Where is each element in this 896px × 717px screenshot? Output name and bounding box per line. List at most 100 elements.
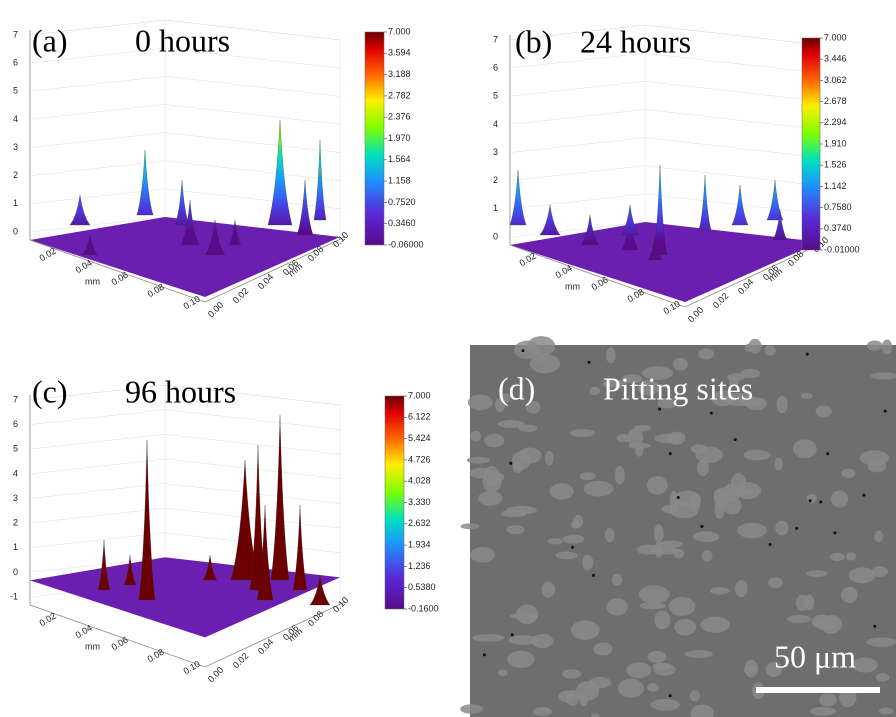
- dendrite: [806, 493, 817, 503]
- dendrite: [881, 339, 893, 355]
- dendrite: [875, 673, 890, 682]
- dendrite: [470, 430, 482, 442]
- pit: [482, 653, 486, 657]
- dendrite: [765, 661, 783, 678]
- dendrite: [562, 669, 582, 679]
- colorbar-label: 4.726: [408, 454, 431, 464]
- z-tick-label: 6: [13, 419, 18, 429]
- colorbar-label: 1.142: [824, 181, 847, 191]
- pit: [521, 349, 525, 353]
- dendrite: [460, 523, 480, 530]
- pit: [587, 360, 591, 364]
- x-tick-label: 0.06: [110, 270, 130, 287]
- dendrite: [549, 483, 574, 500]
- dendrite: [740, 368, 761, 379]
- colorbar: [364, 31, 385, 246]
- surface-peak: [270, 414, 290, 581]
- dendrite: [786, 615, 812, 623]
- pit: [808, 499, 812, 503]
- dendrite: [582, 554, 594, 571]
- dendrite: [602, 379, 628, 389]
- dendrite: [743, 449, 771, 461]
- dendrite: [589, 386, 601, 396]
- z-tick-label: 3: [493, 147, 498, 157]
- grid-line: [509, 24, 821, 46]
- dendrite: [764, 345, 776, 356]
- dendrite: [658, 540, 683, 548]
- dendrite: [646, 683, 659, 692]
- colorbar-label: 4.028: [408, 476, 431, 486]
- colorbar-label: 7.000: [388, 26, 411, 36]
- pit: [571, 545, 575, 549]
- x-tick-label: 0.10: [182, 294, 202, 311]
- pit: [668, 694, 672, 698]
- colorbar-label: 2.632: [408, 518, 431, 528]
- surface-peak: [204, 219, 226, 256]
- surface-peak: [267, 119, 293, 226]
- dendrite: [684, 650, 713, 659]
- z-tick-label: 2: [13, 170, 18, 180]
- z-tick-label: 5: [493, 91, 498, 101]
- dendrite: [725, 488, 755, 497]
- dendrite: [845, 552, 856, 561]
- grid-line: [509, 52, 821, 74]
- z-tick-label: 3: [13, 493, 18, 503]
- dendrite: [650, 698, 680, 711]
- x-axis-title: mm: [565, 281, 580, 291]
- dendrite: [774, 457, 784, 471]
- dendrite: [626, 662, 652, 679]
- y-tick-label: 0.08: [306, 609, 325, 628]
- dendrite: [579, 472, 596, 481]
- dendrite: [830, 490, 849, 508]
- colorbar-label: 6.122: [408, 412, 431, 422]
- dendrite: [616, 434, 631, 443]
- z-tick-label: 0: [493, 231, 498, 241]
- panel-label: (d): [498, 370, 535, 406]
- surface-peak: [256, 504, 274, 601]
- panel-label: (b): [515, 23, 552, 59]
- surface-peak: [97, 539, 111, 591]
- y-tick-label: 0.00: [206, 665, 225, 684]
- dendrite: [621, 373, 643, 384]
- dendrite: [525, 400, 541, 414]
- dendrite: [638, 585, 670, 604]
- z-tick-label: 6: [13, 58, 18, 68]
- dendrite: [570, 620, 600, 640]
- scale-label: 50 μm: [774, 638, 856, 674]
- dendrite: [460, 704, 484, 714]
- dendrite: [661, 504, 679, 514]
- dendrite: [674, 618, 697, 636]
- dendrite: [697, 459, 709, 477]
- surface-peak: [69, 194, 91, 226]
- z-tick-label: 6: [493, 63, 498, 73]
- panel-label: (c): [32, 373, 68, 409]
- grid-line: [29, 104, 341, 125]
- pit: [658, 407, 662, 411]
- dendrite: [695, 446, 723, 464]
- z-tick-label: 4: [13, 468, 18, 478]
- surface-peak: [202, 554, 218, 581]
- dendrite: [700, 616, 731, 633]
- surface-peak: [731, 184, 749, 226]
- pit: [833, 531, 837, 535]
- colorbar-label: 2.376: [388, 112, 411, 122]
- grid-line: [509, 109, 821, 130]
- scale-bar: [756, 687, 880, 693]
- dendrite: [628, 442, 651, 449]
- dendrite: [639, 602, 666, 610]
- dendrite: [743, 666, 757, 675]
- z-tick-label: 0: [13, 567, 18, 577]
- dendrite: [673, 357, 688, 371]
- floor-edges: [29, 236, 346, 303]
- grid-line: [509, 81, 821, 102]
- z-tick-label: 1: [493, 203, 498, 213]
- colorbar-label: 3.330: [408, 497, 431, 507]
- colorbar-label: 0.7520: [388, 197, 416, 207]
- dendrite: [851, 657, 878, 673]
- dendrite: [737, 522, 767, 539]
- dendrite: [494, 397, 506, 413]
- dendrite: [701, 550, 713, 562]
- dendrite: [871, 566, 888, 577]
- dendrite: [654, 610, 671, 630]
- panel-label: (a): [32, 22, 68, 58]
